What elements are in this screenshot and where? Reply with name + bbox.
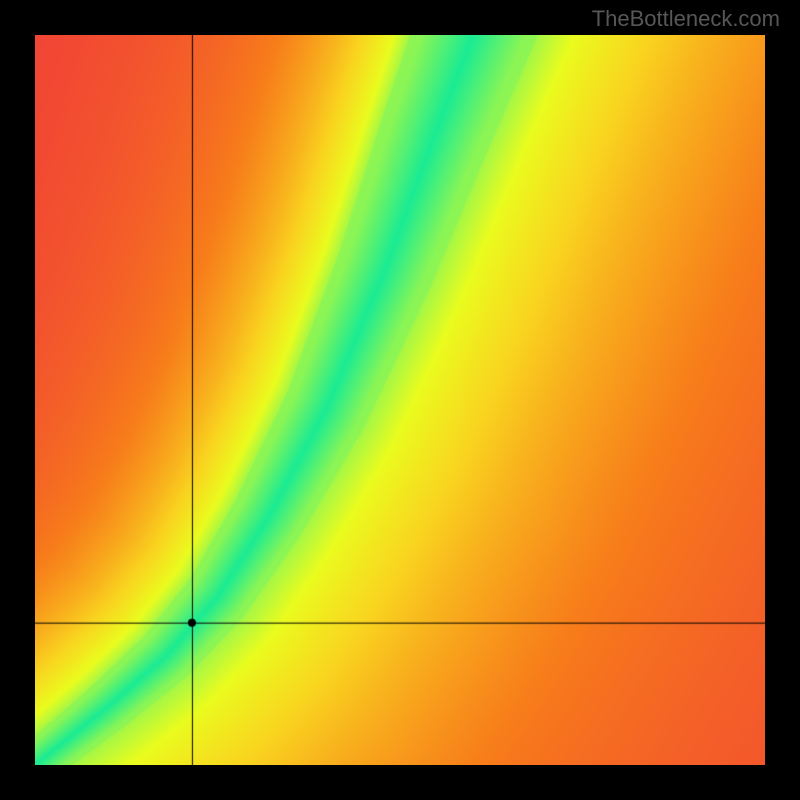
- heatmap-plot: [35, 35, 765, 765]
- watermark-text: TheBottleneck.com: [592, 6, 780, 32]
- heatmap-canvas: [35, 35, 765, 765]
